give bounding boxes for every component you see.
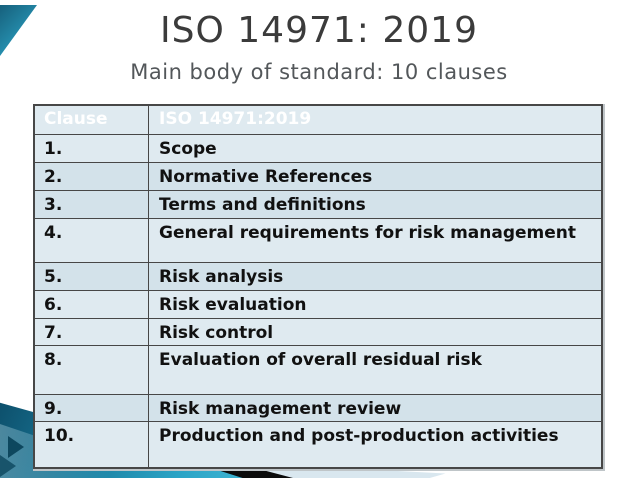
clause-number-cell: 3. xyxy=(35,191,149,218)
table-row: 3. Terms and definitions xyxy=(35,190,601,218)
header-cell-standard: ISO 14971:2019 xyxy=(159,109,312,129)
table-row: 2. Normative References xyxy=(35,162,601,190)
table-row: 8. Evaluation of overall residual risk xyxy=(35,345,601,394)
clause-title-cell: Risk evaluation xyxy=(159,295,307,315)
clause-number-cell: 2. xyxy=(35,163,149,190)
chevron-right-icon xyxy=(8,436,24,458)
table-row: 1. Scope xyxy=(35,134,601,162)
clause-title-cell: General requirements for risk management xyxy=(159,223,577,243)
slide-subtitle: Main body of standard: 10 clauses xyxy=(130,60,508,84)
slide-title: ISO 14971: 2019 xyxy=(160,10,478,51)
clause-title-cell: Production and post-production activitie… xyxy=(159,426,559,446)
table-row: 5. Risk analysis xyxy=(35,262,601,290)
clause-title-cell: Evaluation of overall residual risk xyxy=(159,350,482,370)
clause-title-cell: Risk management review xyxy=(159,399,402,419)
clause-number-cell: 6. xyxy=(35,291,149,318)
clause-number-cell: 7. xyxy=(35,319,149,345)
clause-title-cell: Risk control xyxy=(159,323,274,343)
clause-number-cell: 5. xyxy=(35,263,149,290)
table-row: 6. Risk evaluation xyxy=(35,290,601,318)
table-row: 7. Risk control xyxy=(35,318,601,345)
clause-title-cell: Scope xyxy=(159,139,217,159)
clause-title-cell: Terms and definitions xyxy=(159,195,366,215)
clause-number-cell: 10. xyxy=(35,422,149,467)
clause-number-cell: 9. xyxy=(35,395,149,421)
chevron-right-icon xyxy=(0,455,16,477)
table-row: 10. Production and post-production activ… xyxy=(35,421,601,467)
clause-title-cell: Normative References xyxy=(159,167,373,187)
header-cell-clause: Clause xyxy=(35,106,149,134)
clauses-table: Clause ISO 14971:2019 1. Scope 2. Normat… xyxy=(33,104,603,469)
clause-number-cell: 1. xyxy=(35,135,149,162)
clause-title-cell: Risk analysis xyxy=(159,267,284,287)
clause-number-cell: 4. xyxy=(35,219,149,262)
table-header-row: Clause ISO 14971:2019 xyxy=(35,106,601,134)
table-row: 4. General requirements for risk managem… xyxy=(35,218,601,262)
table-row: 9. Risk management review xyxy=(35,394,601,421)
clause-number-cell: 8. xyxy=(35,346,149,394)
